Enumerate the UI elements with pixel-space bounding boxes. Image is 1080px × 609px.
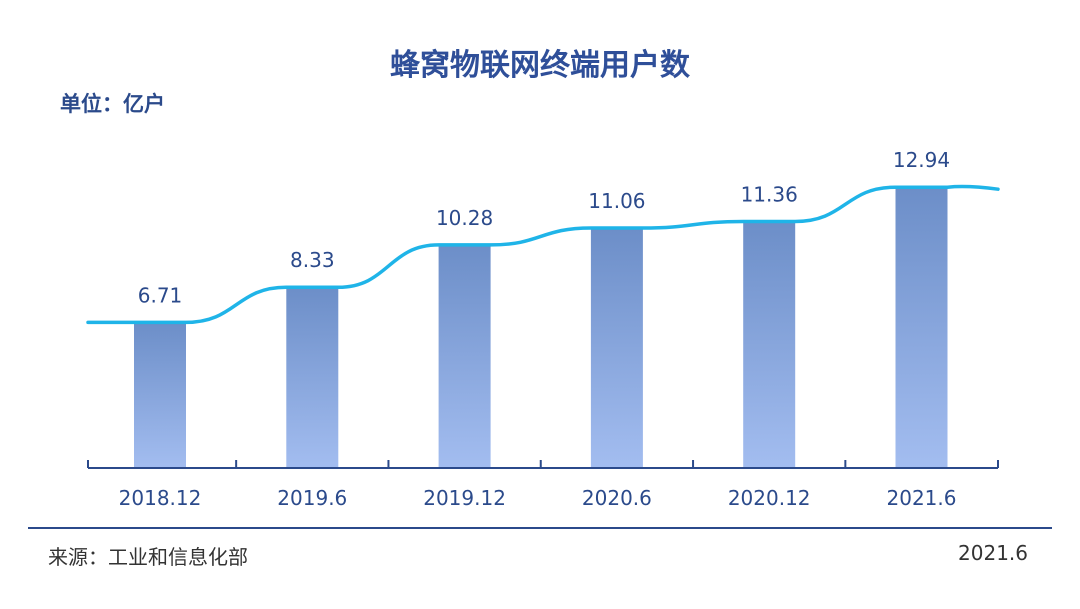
x-tick-label-2020.12: 2020.12 [728, 486, 811, 510]
trend-line [86, 184, 1000, 325]
bar-2019.6 [286, 287, 339, 468]
footer-date: 2021.6 [958, 541, 1028, 565]
value-label-2021.6: 12.94 [893, 148, 950, 172]
x-tick-label-2020.6: 2020.6 [582, 486, 652, 510]
bars-layer [134, 187, 948, 468]
value-label-2019.12: 10.28 [436, 206, 493, 230]
bar-2021.6 [895, 187, 948, 468]
x-tick-label-2018.12: 2018.12 [119, 486, 202, 510]
labels-layer: 6.71 2018.12 8.33 2019.6 10.28 2019.12 11.06 20… [119, 148, 957, 510]
bar-2020.6 [590, 227, 643, 468]
value-label-2019.6: 8.33 [290, 248, 335, 272]
x-tick-label-2019.12: 2019.12 [423, 486, 506, 510]
x-axis [87, 460, 999, 469]
chart-title: 蜂窝物联网终端用户数 [390, 48, 690, 83]
value-label-2018.12: 6.71 [138, 283, 183, 307]
trend-line-layer [86, 184, 1000, 325]
bar-2020.12 [743, 221, 796, 468]
source-note: 来源：工业和信息化部 [48, 545, 248, 569]
value-label-2020.6: 11.06 [588, 189, 645, 213]
value-label-2020.12: 11.36 [741, 182, 798, 206]
bar-2018.12 [134, 322, 186, 468]
x-tick-label-2019.6: 2019.6 [277, 486, 347, 510]
unit-label: 单位：亿户 [60, 92, 165, 116]
footer-divider [28, 527, 1052, 529]
bar-2019.12 [438, 244, 491, 468]
x-tick-label-2021.6: 2021.6 [887, 486, 957, 510]
